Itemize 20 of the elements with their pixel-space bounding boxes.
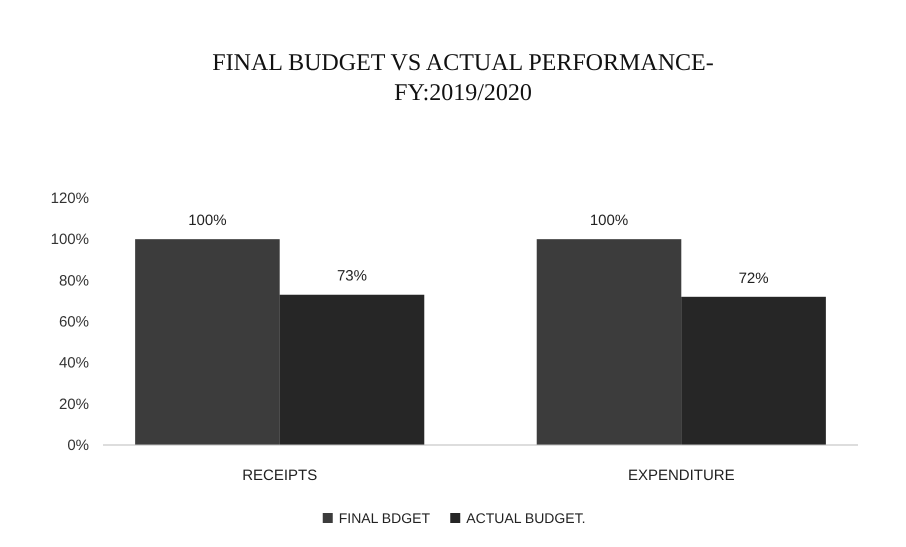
y-tick-label: 0% <box>67 437 89 454</box>
bar <box>135 239 280 445</box>
data-label: 73% <box>336 268 368 285</box>
data-label: 72% <box>738 270 769 287</box>
bar <box>280 294 424 445</box>
y-tick-label: 120% <box>50 190 89 207</box>
bar <box>536 239 682 445</box>
y-tick-label: 80% <box>58 272 89 290</box>
y-tick-label: 60% <box>58 314 89 330</box>
legend-label: FINAL BDGET <box>338 510 430 526</box>
y-tick-label: 40% <box>58 354 89 372</box>
x-tick-label: EXPENDITURE <box>628 467 735 484</box>
chart-title: FINAL BUDGET VS ACTUAL PERFORMANCE- FY:2019/2020 <box>212 50 714 106</box>
legend-label: ACTUAL BUDGET. <box>466 510 586 526</box>
y-tick-label: 100% <box>50 231 89 248</box>
bar <box>681 296 826 445</box>
data-label: 100% <box>590 212 628 230</box>
x-tick-label: RECEIPTS <box>242 467 318 484</box>
data-label: 100% <box>188 212 227 230</box>
y-tick-label: 20% <box>58 396 89 413</box>
